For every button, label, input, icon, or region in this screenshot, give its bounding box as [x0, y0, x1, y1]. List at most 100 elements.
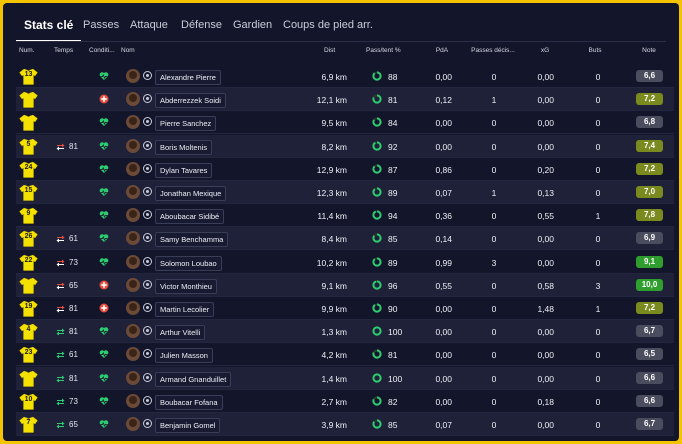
rating-badge: 7,2 [636, 162, 663, 175]
player-row[interactable]: 15 Jonathan Mexique 12,3 km 89 0,07 1 0,13 0 7,0 [16, 181, 674, 204]
player-name[interactable]: Jonathan Mexique [155, 186, 227, 201]
pass-pct-value: 81 [388, 350, 398, 361]
player-name[interactable]: Boubacar Fofana [155, 394, 223, 410]
player-row[interactable]: 10 73 Boubacar Fofana 2,7 km 82 0,00 0 0,18 0 6,6 [16, 390, 674, 413]
tab-coups-de-pied-arretes[interactable]: Coups de pied arr. [283, 19, 373, 31]
position-icon [143, 187, 152, 196]
shirt-icon [19, 114, 38, 132]
distance-value: 12,1 km [316, 95, 347, 106]
tab-defense[interactable]: Défense [181, 19, 222, 31]
row-divider [16, 133, 674, 135]
xg-value: 0,00 [537, 141, 554, 152]
col-temps[interactable]: Temps [54, 47, 74, 54]
condition-heart-icon [99, 233, 109, 243]
rating-badge: 9,1 [636, 255, 663, 268]
row-divider [16, 110, 674, 112]
tab-stats-cle[interactable]: Stats clé [15, 18, 82, 42]
shirt-icon [19, 91, 38, 108]
player-row[interactable]: 23 61 Julien Masson 4,2 km 81 0,00 0 0,00 0 6,5 [16, 343, 674, 367]
player-name[interactable]: Armand Gnanduillet [155, 371, 232, 387]
player-row[interactable]: 26 61 Samy Benchamma 8,4 km 85 0,14 0 0,00 0 6,9 [16, 227, 674, 251]
shirt-icon [19, 138, 38, 155]
xg-value: 0,55 [537, 211, 554, 222]
position-icon [143, 256, 152, 266]
rating-badge: 6,5 [636, 348, 663, 361]
pda-value: 0,12 [435, 95, 452, 106]
col-passes-decisives[interactable]: Passes décis... [471, 47, 515, 54]
position-icon [143, 279, 152, 289]
player-row[interactable]: 65 Victor Monthieu 9,1 km 96 0,55 0 0,58 3 10,0 [16, 273, 674, 297]
player-name[interactable]: Solomon Loubao [155, 255, 222, 271]
player-row[interactable]: 81 Armand Gnanduillet 1,4 km 100 0,00 0 0,00 0 6… [16, 366, 674, 390]
xg-value: 0,58 [537, 280, 554, 291]
pass-completion-ring-icon [372, 94, 382, 104]
tab-gardien[interactable]: Gardien [233, 19, 273, 31]
goals-value: 0 [595, 164, 601, 175]
col-pda[interactable]: PdA [435, 47, 449, 54]
assists-value: 0 [491, 280, 497, 291]
pda-value: 0,00 [435, 72, 452, 82]
shirt-icon [19, 254, 38, 271]
player-name[interactable]: Alexandre Pierre [155, 70, 221, 85]
col-note[interactable]: Note [642, 47, 656, 54]
distance-value: 12,9 km [316, 164, 347, 175]
player-name[interactable]: Pierre Sanchez [155, 116, 217, 132]
rating-badge: 10,0 [636, 278, 663, 291]
player-row[interactable]: 7 65 Benjamin Gomel 3,9 km 85 0,07 0 0,00 0 6,7 [16, 413, 674, 436]
sub-out-icon [56, 281, 65, 290]
distance-value: 12,3 km [316, 188, 347, 198]
player-row[interactable]: 19 81 Martin Lecolier 9,9 km 90 0,00 0 1,48 1 7,2 [16, 297, 674, 320]
col-passes-pct[interactable]: Pass/tent % [366, 47, 401, 54]
player-row[interactable]: 4 81 Arthur Vitelli 1,3 km 100 0,00 0 0,00 0 6,7 [16, 320, 674, 344]
tab-passes[interactable]: Passes [83, 19, 120, 31]
assists-value: 0 [491, 211, 497, 222]
player-name[interactable]: Boris Moltenis [155, 139, 213, 155]
pda-value: 0,99 [435, 257, 452, 268]
condition-heart-icon [99, 71, 109, 81]
col-num[interactable]: Num. [19, 47, 35, 54]
goals-value: 0 [595, 350, 601, 361]
pda-value: 0,00 [435, 373, 452, 384]
goals-value: 0 [595, 327, 601, 338]
player-row[interactable]: 22 73 Solomon Loubao 10,2 km 89 0,99 3 0,00 0 9,1 [16, 251, 674, 274]
sub-in-icon [56, 327, 65, 336]
pass-completion-ring-icon [372, 372, 382, 383]
player-avatar [126, 301, 140, 315]
player-name[interactable]: Arthur Vitelli [155, 325, 206, 341]
distance-value: 11,4 km [317, 211, 347, 222]
player-row[interactable]: 5 81 Boris Moltenis 8,2 km 92 0,00 0 0,00 0 7,4 [16, 134, 674, 158]
col-xg[interactable]: xG [540, 47, 550, 54]
player-name[interactable]: Julien Masson [155, 348, 213, 364]
player-name[interactable]: Dylan Tavares [155, 162, 213, 178]
time-played: 73 [69, 396, 78, 406]
condition-heart-icon [99, 210, 109, 220]
pda-value: 0,55 [435, 280, 452, 291]
player-row[interactable]: 24 Dylan Tavares 12,9 km 87 0,86 0 0,20 0 7,2 [16, 158, 674, 181]
player-name[interactable]: Victor Monthieu [155, 278, 217, 294]
player-name[interactable]: Martin Lecolier [155, 302, 215, 317]
time-played: 81 [69, 304, 78, 313]
player-row[interactable]: Abderrezzek Soidi 12,1 km 81 0,12 1 0,00 0 7,2 [16, 88, 674, 112]
player-row[interactable]: 9 Aboubacar Sidibé 11,4 km 94 0,36 0 0,55 1 7,8 [16, 204, 674, 228]
xg-value: 0,00 [537, 234, 554, 245]
player-row[interactable]: Pierre Sanchez 9,5 km 84 0,00 0 0,00 0 6,8 [16, 111, 674, 135]
player-name[interactable]: Benjamin Gomel [155, 418, 221, 433]
rating-badge: 6,9 [636, 232, 663, 245]
pda-value: 0,00 [435, 327, 452, 338]
col-buts[interactable]: Buts [588, 47, 602, 54]
col-nom[interactable]: Nom [121, 47, 135, 54]
player-name[interactable]: Aboubacar Sidibé [155, 209, 225, 225]
distance-value: 6,9 km [321, 72, 347, 82]
col-condition[interactable]: Conditi... [89, 47, 115, 54]
time-played: 65 [69, 420, 78, 429]
player-name[interactable]: Abderrezzek Soidi [155, 93, 226, 109]
assists-value: 0 [491, 118, 497, 129]
player-avatar [126, 69, 140, 83]
xg-value: 0,00 [537, 118, 554, 129]
tab-attaque[interactable]: Attaque [130, 19, 168, 31]
player-row[interactable]: 13 Alexandre Pierre 6,9 km 88 0,00 0 0,00 0 6,6 [16, 65, 674, 88]
pass-pct-value: 100 [388, 327, 403, 338]
player-name[interactable]: Samy Benchamma [155, 232, 229, 248]
col-dist[interactable]: Dist [324, 47, 336, 54]
xg-value: 0,00 [537, 420, 554, 430]
